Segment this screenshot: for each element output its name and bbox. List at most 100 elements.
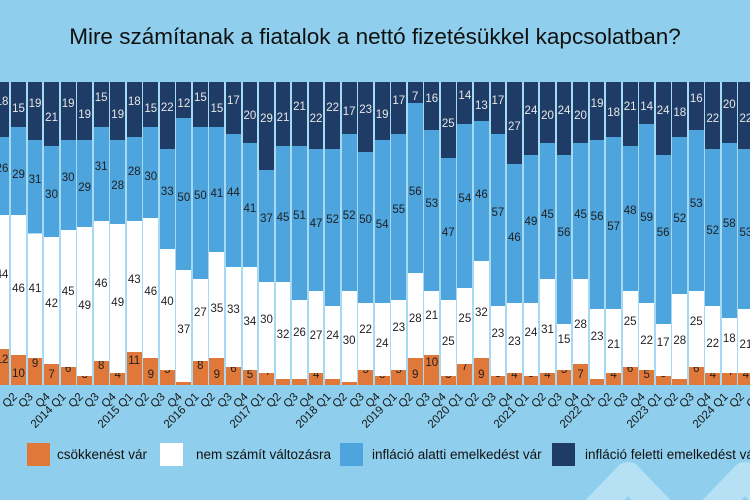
x-axis-tick-label: Q2 (0, 391, 20, 411)
bar-segment (589, 378, 605, 385)
bar-segment (556, 154, 572, 325)
legend-swatch-csokkenest-var (27, 443, 50, 466)
bar-segment (242, 369, 258, 385)
bar-segment (11, 354, 26, 385)
bar-segment (440, 157, 456, 301)
bar-segment (325, 82, 340, 149)
x-axis-tick-label: Q2 (529, 391, 549, 411)
bar-segment (176, 381, 192, 385)
bar-segment (672, 136, 688, 295)
bar-segment (440, 300, 456, 376)
bar-segment (0, 136, 10, 216)
bar-segment (655, 375, 671, 385)
bar-segment (126, 136, 142, 222)
bar-segment (639, 369, 655, 385)
bar-segment (688, 291, 704, 367)
bar-segment (655, 154, 671, 325)
bar-segment (705, 306, 721, 373)
bar-segment (407, 82, 423, 104)
x-axis-tick-label: Q2 (727, 391, 747, 411)
bar-segment (358, 82, 374, 152)
bar-segment (60, 82, 76, 140)
legend-label: infláció alatti emelkedést vár (372, 447, 542, 462)
bar-segment (27, 357, 43, 385)
x-axis-tick-label: Q4 (297, 391, 317, 411)
bar-segment (639, 303, 655, 370)
x-axis-tick-label: Q4 (33, 391, 53, 411)
bar-segment (77, 375, 93, 385)
bar-segment (341, 291, 357, 382)
bar-segment (159, 248, 175, 370)
legend-label: csökkenést vár (57, 447, 148, 462)
bar-segment (424, 130, 440, 292)
legend-label: nem számít változásra (196, 447, 332, 462)
x-axis-tick-label: Q3 (281, 391, 301, 411)
bar-segment (738, 82, 750, 149)
bar-segment (110, 82, 126, 140)
bar-segment (226, 366, 241, 385)
x-axis-tick-label: 2023 Q1 (624, 391, 665, 431)
bar-segment (110, 139, 126, 225)
bar-segment (540, 372, 555, 385)
bar-segment (573, 278, 588, 364)
bar-segment (308, 372, 324, 385)
bar-segment (209, 127, 225, 252)
bar-segment (44, 363, 59, 385)
x-axis-tick-label: 2017 Q1 (227, 391, 268, 431)
bar-segment (573, 363, 588, 385)
bar-segment (143, 218, 159, 358)
legend-label: infláció feletti emelkedést vár (585, 447, 750, 462)
x-axis-tick-label: Q2 (66, 391, 86, 411)
x-axis-tick-label: Q2 (462, 391, 483, 411)
bar-segment (606, 372, 621, 385)
bar-segment (589, 82, 605, 140)
x-axis-tick-label: Q2 (330, 391, 351, 411)
x-axis-tick-label: Q2 (595, 391, 615, 411)
bar-segment (60, 230, 76, 367)
bar-segment (259, 169, 274, 282)
bar-segment (292, 145, 307, 301)
bar-segment (44, 82, 59, 146)
bar-segment (606, 136, 621, 310)
bar-segment (93, 127, 109, 222)
bar-segment (126, 221, 142, 352)
bar-segment (622, 145, 638, 292)
bar-segment (93, 360, 109, 385)
bar-segment (93, 82, 109, 128)
bar-segment (540, 142, 555, 279)
bar-segment (540, 82, 555, 143)
x-axis-tick-label: Q3 (148, 391, 169, 411)
bar-segment (226, 266, 241, 367)
bar-segment (490, 375, 506, 385)
bar-segment (391, 369, 407, 385)
chart-title: Mire számítanak a fiatalok a nettó fizet… (69, 24, 681, 49)
bar-segment (721, 372, 737, 385)
bar-segment (738, 309, 750, 373)
bar-segment (192, 278, 208, 361)
bar-segment (738, 372, 750, 385)
x-axis-tick-label: Q4 (429, 391, 450, 411)
bar-segment (523, 375, 539, 385)
bar-segment (490, 133, 506, 307)
bar-segment (639, 124, 655, 304)
bar-segment (688, 130, 704, 292)
bar-segment (655, 324, 671, 376)
bar-segment (672, 378, 688, 385)
bar-segment (457, 288, 473, 364)
bar-segment (457, 363, 473, 385)
bar-segment (507, 372, 522, 385)
bar-segment (507, 82, 522, 164)
bar-segment (110, 224, 126, 373)
bar-segment (159, 82, 175, 149)
bar-segment (672, 294, 688, 379)
bar-segment (60, 366, 76, 385)
bar-segment (738, 148, 750, 310)
bar-segment (11, 82, 26, 128)
bar-segment (407, 272, 423, 358)
bar-segment (556, 369, 572, 385)
x-axis-tick-label: Q2 (198, 391, 218, 411)
bar-segment (126, 351, 142, 385)
bar-segment (93, 221, 109, 361)
x-axis-tick-label: Q3 (82, 391, 103, 411)
x-axis-tick-label: Q3 (413, 391, 433, 411)
